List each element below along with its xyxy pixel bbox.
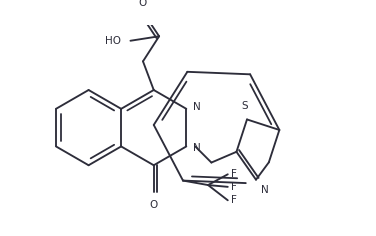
Text: F: F <box>231 182 237 192</box>
Text: N: N <box>193 143 200 153</box>
Text: F: F <box>231 195 237 205</box>
Text: O: O <box>139 0 147 8</box>
Text: N: N <box>261 185 269 195</box>
Text: S: S <box>241 101 248 111</box>
Text: HO: HO <box>106 36 121 46</box>
Text: O: O <box>150 200 158 210</box>
Text: N: N <box>193 102 200 112</box>
Text: F: F <box>231 169 237 179</box>
